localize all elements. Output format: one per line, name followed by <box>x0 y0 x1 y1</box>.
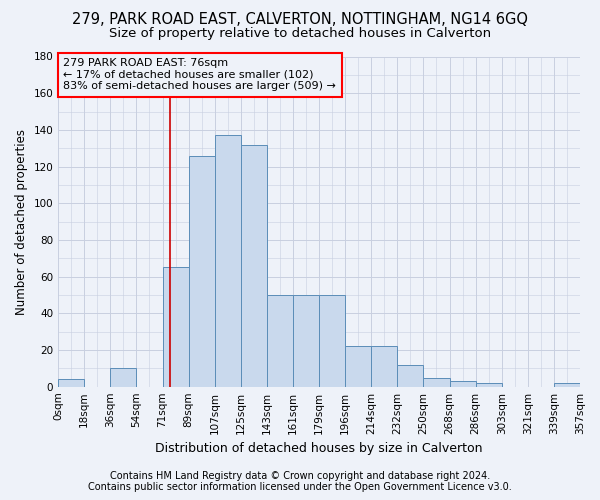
Text: Size of property relative to detached houses in Calverton: Size of property relative to detached ho… <box>109 28 491 40</box>
Y-axis label: Number of detached properties: Number of detached properties <box>15 128 28 314</box>
Bar <box>267 295 293 386</box>
Bar <box>293 295 319 386</box>
Bar <box>449 381 476 386</box>
Text: 279, PARK ROAD EAST, CALVERTON, NOTTINGHAM, NG14 6GQ: 279, PARK ROAD EAST, CALVERTON, NOTTINGH… <box>72 12 528 28</box>
Bar <box>163 268 188 386</box>
Bar <box>424 378 449 386</box>
Bar <box>345 346 371 387</box>
Bar <box>319 295 345 386</box>
Bar <box>371 346 397 387</box>
X-axis label: Distribution of detached houses by size in Calverton: Distribution of detached houses by size … <box>155 442 483 455</box>
Bar <box>554 383 580 386</box>
Bar <box>397 364 424 386</box>
Bar <box>215 136 241 386</box>
Bar <box>58 380 84 386</box>
Bar <box>476 383 502 386</box>
Bar <box>188 156 215 386</box>
Bar <box>241 144 267 386</box>
Bar <box>110 368 136 386</box>
Text: Contains HM Land Registry data © Crown copyright and database right 2024.
Contai: Contains HM Land Registry data © Crown c… <box>88 471 512 492</box>
Text: 279 PARK ROAD EAST: 76sqm
← 17% of detached houses are smaller (102)
83% of semi: 279 PARK ROAD EAST: 76sqm ← 17% of detac… <box>64 58 336 92</box>
